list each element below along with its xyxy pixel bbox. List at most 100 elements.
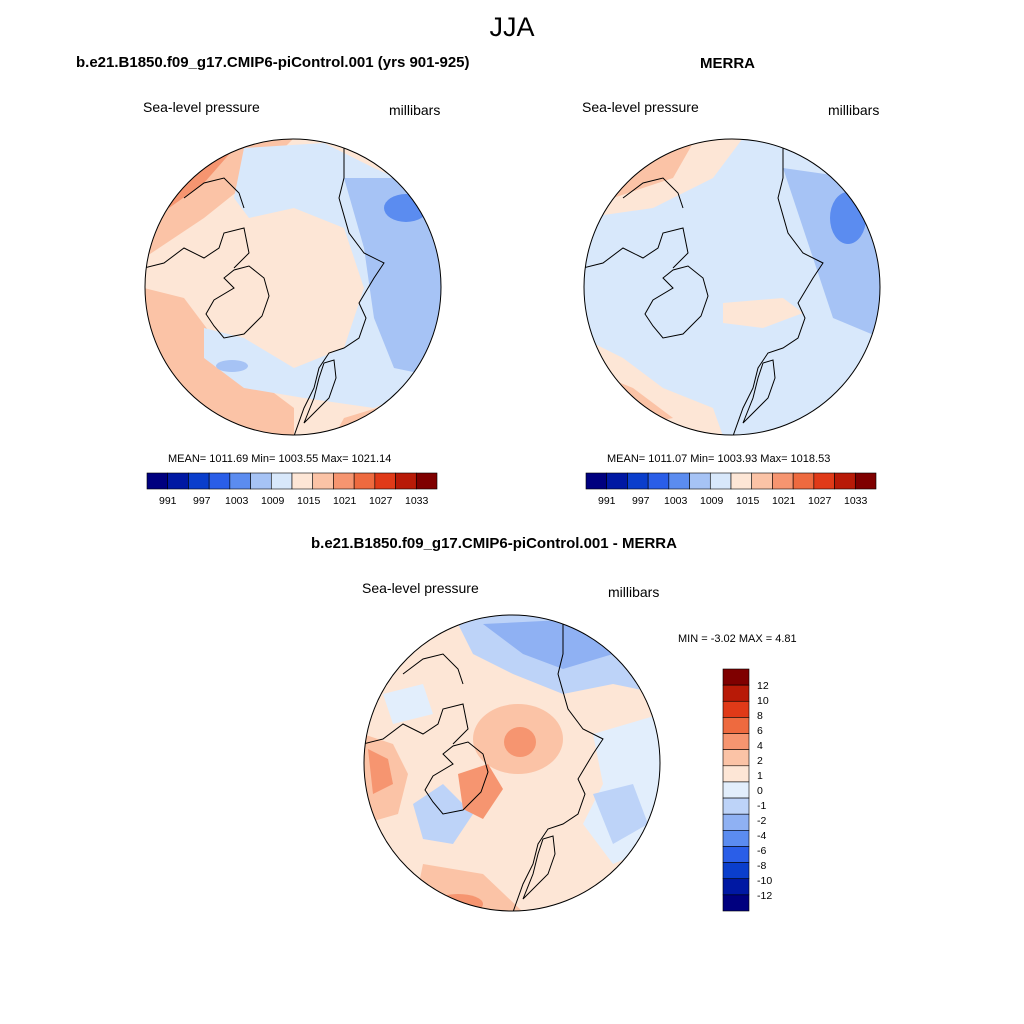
- diff-colorbar-swatch: [722, 700, 750, 718]
- model-low-patch: [216, 360, 248, 372]
- diff-coastline-alaska: [402, 653, 464, 685]
- obs-units-label: millibars: [828, 102, 880, 118]
- diff-coastline-canada: [364, 703, 469, 745]
- diff-positive-patch-south: [433, 894, 483, 911]
- obs-tick: 1009: [700, 495, 724, 507]
- obs-low-core: [830, 192, 866, 244]
- diff-panel-title: b.e21.B1850.f09_g17.CMIP6-piControl.001 …: [311, 535, 677, 552]
- diff-tick: 8: [757, 710, 763, 722]
- diff-tick: -8: [757, 860, 767, 872]
- obs-colorbar-swatch: [792, 472, 815, 490]
- diff-tick: -4: [757, 830, 767, 842]
- diff-tick: -12: [757, 890, 773, 902]
- diff-units-label: millibars: [608, 584, 660, 600]
- diff-tick: 10: [757, 695, 769, 707]
- obs-colorbar-swatch: [751, 472, 773, 490]
- model-colorbar-swatch: [291, 472, 314, 490]
- model-colorbar-swatch: [229, 472, 251, 490]
- model-colorbar-swatch: [208, 472, 231, 490]
- obs-colorbar-swatch: [709, 472, 732, 490]
- diff-positive-center-core: [504, 727, 536, 757]
- obs-colorbar-swatch: [627, 472, 649, 490]
- model-coastline-eurasia: [293, 148, 385, 435]
- model-tick: 1003: [225, 495, 249, 507]
- diff-variable-label: Sea-level pressure: [362, 580, 479, 596]
- model-tick: 997: [193, 495, 211, 507]
- model-coastline-canada: [145, 227, 250, 269]
- model-polar-map: [144, 138, 442, 436]
- figure-title: JJA: [489, 12, 535, 42]
- obs-colorbar-swatch: [606, 472, 628, 490]
- obs-coastline-greenland: [644, 265, 709, 339]
- model-tick: 1033: [405, 495, 429, 507]
- diff-colorbar-swatch: [722, 749, 750, 767]
- obs-colorbar-swatch: [834, 472, 856, 490]
- model-units-label: millibars: [389, 102, 441, 118]
- diff-coastline-eurasia: [512, 624, 604, 911]
- obs-variable-label: Sea-level pressure: [582, 99, 699, 115]
- obs-colorbar-swatch: [813, 472, 835, 490]
- model-colorbar-swatch: [333, 472, 355, 490]
- diff-tick: -1: [757, 800, 767, 812]
- obs-panel-title: MERRA: [700, 55, 755, 72]
- diff-colorbar-swatch: [722, 684, 750, 702]
- obs-colorbar-swatch: [772, 472, 794, 490]
- model-colorbar-swatch: [270, 472, 293, 490]
- model-colorbar-swatch: [188, 472, 210, 490]
- diff-positive-region-greenland: [458, 764, 503, 819]
- diff-colorbar-swatch: [722, 862, 750, 880]
- obs-colorbar-swatch: [585, 472, 608, 490]
- diff-colorbar-swatch: [722, 668, 750, 686]
- diff-colorbar-swatch: [722, 813, 750, 831]
- model-colorbar: [146, 472, 438, 490]
- model-colorbar-swatch: [374, 472, 396, 490]
- obs-colorbar: [585, 472, 877, 490]
- diff-tick: 6: [757, 725, 763, 737]
- diff-tick: 0: [757, 785, 763, 797]
- diff-polar-map: [363, 614, 661, 912]
- model-tick: 991: [159, 495, 177, 507]
- obs-colorbar-swatch: [730, 472, 753, 490]
- diff-tick: 2: [757, 755, 763, 767]
- model-colorbar-swatch: [395, 472, 417, 490]
- model-colorbar-swatch: [353, 472, 376, 490]
- diff-tick: -2: [757, 815, 767, 827]
- obs-polar-map: [583, 138, 881, 436]
- diff-colorbar: [722, 668, 750, 912]
- model-colorbar-swatch: [415, 472, 438, 490]
- obs-colorbar-swatch: [689, 472, 711, 490]
- obs-colorbar-swatch: [647, 472, 670, 490]
- model-tick: 1009: [261, 495, 285, 507]
- diff-colorbar-swatch: [722, 733, 750, 750]
- diff-colorbar-swatch: [722, 894, 750, 912]
- model-stats: MEAN= 1011.69 Min= 1003.55 Max= 1021.14: [168, 453, 392, 465]
- obs-coastline-alaska: [622, 177, 684, 209]
- obs-coastline-scandinavia: [742, 359, 776, 424]
- obs-high-band-center: [723, 298, 803, 328]
- obs-tick: 991: [598, 495, 616, 507]
- diff-positive-region-west-core: [368, 749, 393, 794]
- model-tick: 1015: [297, 495, 321, 507]
- obs-stats: MEAN= 1011.07 Min= 1003.93 Max= 1018.53: [607, 453, 831, 465]
- diff-coastline-greenland: [424, 741, 489, 815]
- model-colorbar-swatch: [312, 472, 334, 490]
- diff-colorbar-swatch: [722, 765, 750, 783]
- obs-tick: 1027: [808, 495, 832, 507]
- model-colorbar-swatch: [167, 472, 189, 490]
- obs-tick: 1003: [664, 495, 688, 507]
- diff-tick: -6: [757, 845, 767, 857]
- obs-tick: 1015: [736, 495, 760, 507]
- model-panel-title: b.e21.B1850.f09_g17.CMIP6-piControl.001 …: [76, 54, 470, 71]
- diff-negative-region-east-core: [593, 784, 648, 844]
- model-low-region-east: [344, 178, 441, 378]
- model-coastline-greenland: [205, 265, 270, 339]
- diff-colorbar-swatch: [722, 797, 750, 815]
- model-coastline-alaska: [183, 177, 245, 209]
- model-colorbar-swatch: [146, 472, 169, 490]
- obs-tick: 1033: [844, 495, 868, 507]
- diff-colorbar-swatch: [722, 717, 750, 734]
- diff-colorbar-swatch: [722, 830, 750, 847]
- obs-tick: 1021: [772, 495, 796, 507]
- diff-coastline-scandinavia: [522, 835, 556, 900]
- obs-coastline-canada: [584, 227, 689, 269]
